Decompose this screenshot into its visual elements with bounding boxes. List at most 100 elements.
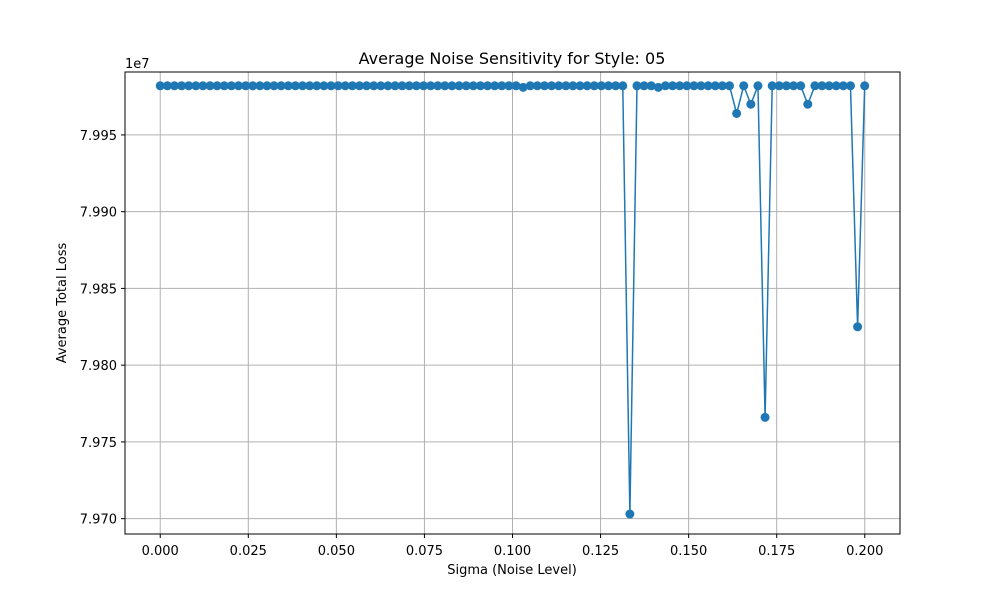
data-point [632, 81, 642, 91]
data-point [490, 81, 500, 91]
x-tick-label: 0.150 [670, 544, 707, 559]
data-point [703, 81, 713, 91]
data-point [554, 81, 564, 91]
y-tick-label: 7.985 [80, 282, 117, 297]
data-point [853, 322, 863, 332]
data-point [639, 81, 649, 91]
data-point [205, 81, 215, 91]
data-point [618, 81, 628, 91]
data-point [725, 81, 734, 91]
y-tick-label: 7.970 [80, 513, 117, 528]
series-points [155, 81, 870, 519]
x-tick-label: 0.125 [582, 544, 619, 559]
x-tick-label: 0.075 [406, 544, 443, 559]
data-point [440, 81, 450, 91]
data-point [604, 81, 614, 91]
data-point [845, 81, 855, 91]
plot-frame [124, 71, 901, 535]
data-point [796, 81, 806, 91]
data-point [298, 81, 308, 91]
data-point [276, 81, 286, 91]
data-point [675, 81, 685, 91]
data-point [696, 81, 706, 91]
y-offset-label: 1e7 [125, 57, 150, 72]
y-tick-label: 7.980 [80, 359, 117, 374]
data-point [219, 81, 229, 91]
data-point [212, 81, 222, 91]
data-point [582, 81, 592, 91]
data-point [646, 81, 656, 91]
data-point [483, 81, 493, 91]
data-point [561, 81, 571, 91]
data-point [810, 81, 820, 91]
data-point [191, 81, 201, 91]
y-axis-ticks: 7.970 7.975 7.980 7.985 7.990 7.995 [80, 129, 125, 528]
data-point [262, 81, 272, 91]
data-point [781, 81, 791, 91]
data-point [411, 81, 421, 91]
data-point [312, 81, 322, 91]
data-point [255, 81, 265, 91]
grid-lines [125, 72, 900, 534]
data-point [860, 81, 870, 91]
data-point [525, 81, 535, 91]
data-point [326, 81, 336, 91]
data-point [461, 81, 471, 91]
data-point [803, 99, 813, 109]
data-point [532, 81, 542, 91]
data-point [625, 509, 635, 519]
x-tick-label: 0.200 [846, 544, 883, 559]
data-point [305, 81, 315, 91]
data-point [397, 81, 407, 91]
data-point [155, 81, 165, 91]
data-point [668, 81, 678, 91]
chart-title: Average Noise Sensitivity for Style: 05 [359, 49, 666, 68]
data-point [340, 81, 350, 91]
data-point [319, 81, 329, 91]
y-tick-label: 7.995 [80, 129, 117, 144]
data-point [497, 81, 507, 91]
data-point [739, 81, 749, 91]
data-point [568, 81, 578, 91]
data-point [831, 81, 841, 91]
data-point [333, 81, 343, 91]
y-tick-label: 7.975 [80, 436, 117, 451]
data-point [162, 81, 172, 91]
x-axis-ticks: 0.000 0.025 0.050 0.075 0.100 0.125 0.150 0.175… [142, 534, 883, 559]
data-point [611, 81, 621, 91]
data-point [226, 81, 236, 91]
data-point [838, 81, 848, 91]
data-point [511, 81, 521, 91]
data-point [241, 81, 251, 91]
x-tick-label: 0.100 [494, 544, 531, 559]
y-tick-label: 7.990 [80, 206, 117, 221]
data-point [824, 81, 834, 91]
data-point [746, 99, 756, 109]
data-point [390, 81, 400, 91]
data-point [689, 81, 699, 91]
data-point [283, 81, 293, 91]
data-point [419, 81, 429, 91]
x-tick-label: 0.025 [230, 544, 267, 559]
data-point [383, 81, 393, 91]
y-axis-label: Average Total Loss [55, 243, 70, 364]
data-point [426, 81, 436, 91]
data-point [177, 81, 187, 91]
data-point [774, 81, 784, 91]
data-point [269, 81, 279, 91]
data-point [767, 81, 777, 91]
data-point [596, 81, 606, 91]
data-point [760, 412, 770, 422]
data-point [404, 81, 414, 91]
data-point [347, 81, 357, 91]
data-point [290, 81, 300, 91]
data-point [789, 81, 799, 91]
data-point [682, 81, 692, 91]
data-point [753, 81, 763, 91]
data-point [169, 81, 179, 91]
data-point [518, 82, 528, 92]
data-point [376, 81, 386, 91]
data-point [184, 81, 194, 91]
data-point [539, 81, 549, 91]
